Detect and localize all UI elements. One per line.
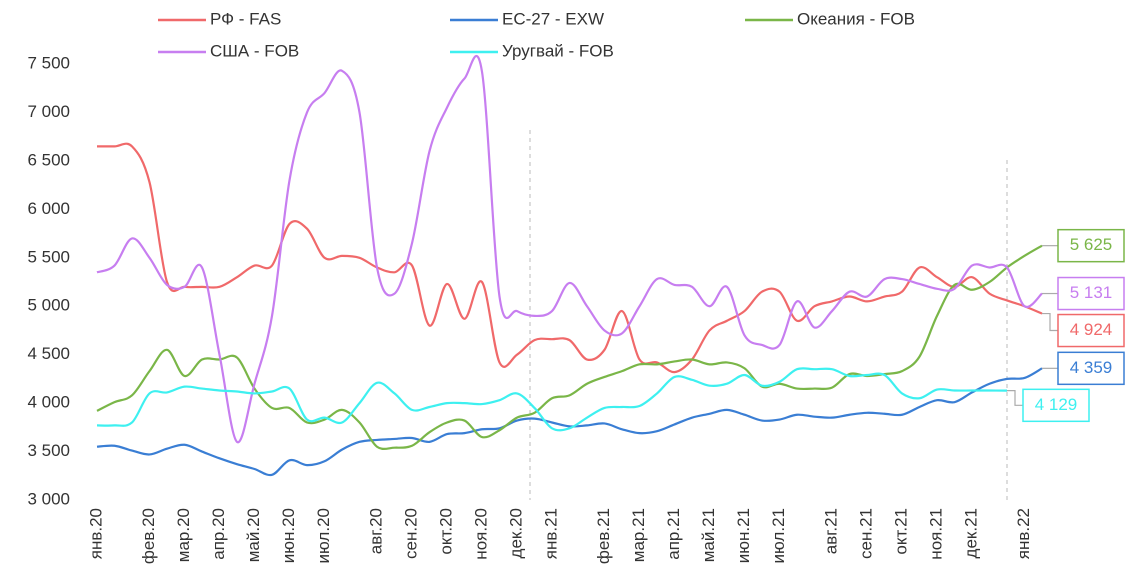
value-label-box xyxy=(1057,276,1125,311)
legend-label: Океания - FOB xyxy=(797,9,915,28)
series-line xyxy=(96,54,1043,443)
value-label: 4 359 xyxy=(1070,358,1113,377)
x-tick-label: мар.20 xyxy=(174,508,193,562)
legend-label: ЕС-27 - EXW xyxy=(502,9,604,28)
series-line xyxy=(97,142,1043,374)
x-tick-label: июл.20 xyxy=(314,508,333,563)
y-tick-label: 7 000 xyxy=(27,102,70,121)
x-tick-label: июн.20 xyxy=(279,508,298,563)
y-tick-label: 7 500 xyxy=(27,53,70,72)
x-tick-label: авг.20 xyxy=(366,508,385,554)
legend-label: Уругвай - FOB xyxy=(502,41,614,60)
value-label: 4 924 xyxy=(1070,320,1113,339)
x-tick-label: янв.22 xyxy=(1014,508,1033,559)
x-tick-label: фев.20 xyxy=(139,508,158,564)
x-tick-label: фев.21 xyxy=(594,508,613,564)
y-tick-label: 3 000 xyxy=(27,489,70,508)
label-connector xyxy=(1007,390,1023,406)
value-label-box xyxy=(1022,388,1090,423)
x-tick-label: июл.21 xyxy=(769,508,788,563)
x-tick-label: сен.21 xyxy=(856,508,875,559)
value-label: 5 625 xyxy=(1070,235,1113,254)
x-tick-label: ноя.21 xyxy=(926,508,945,560)
x-tick-label: апр.20 xyxy=(209,508,228,560)
x-tick-label: окт.20 xyxy=(436,508,455,555)
value-label-box xyxy=(1057,351,1125,386)
x-tick-label: дек.20 xyxy=(506,508,525,558)
x-tick-label: янв.21 xyxy=(541,508,560,559)
x-tick-label: янв.20 xyxy=(86,508,105,559)
value-label-box xyxy=(1057,313,1125,348)
y-tick-label: 4 000 xyxy=(27,393,70,412)
legend-label: США - FOB xyxy=(210,41,299,60)
y-tick-label: 5 500 xyxy=(27,247,70,266)
x-tick-label: ноя.20 xyxy=(471,508,490,560)
label-connector xyxy=(1042,312,1058,332)
value-label: 5 131 xyxy=(1070,283,1113,302)
y-tick-label: 4 500 xyxy=(27,344,70,363)
x-tick-label: июн.21 xyxy=(734,508,753,563)
y-tick-label: 5 000 xyxy=(27,296,70,315)
x-tick-label: дек.21 xyxy=(961,508,980,558)
x-tick-label: сен.20 xyxy=(401,508,420,559)
value-label: 4 129 xyxy=(1035,395,1078,414)
y-tick-label: 6 000 xyxy=(27,199,70,218)
x-tick-label: мар.21 xyxy=(629,508,648,562)
value-label-box xyxy=(1057,228,1125,263)
x-tick-label: май.20 xyxy=(244,508,263,562)
y-tick-label: 6 500 xyxy=(27,150,70,169)
y-tick-label: 3 500 xyxy=(27,441,70,460)
x-tick-label: авг.21 xyxy=(821,508,840,554)
series-line xyxy=(96,367,1043,477)
x-tick-label: май.21 xyxy=(699,508,718,562)
x-tick-label: апр.21 xyxy=(664,508,683,560)
series-line xyxy=(96,367,1008,432)
x-tick-label: окт.21 xyxy=(891,508,910,555)
legend-label: РФ - FAS xyxy=(210,9,281,28)
